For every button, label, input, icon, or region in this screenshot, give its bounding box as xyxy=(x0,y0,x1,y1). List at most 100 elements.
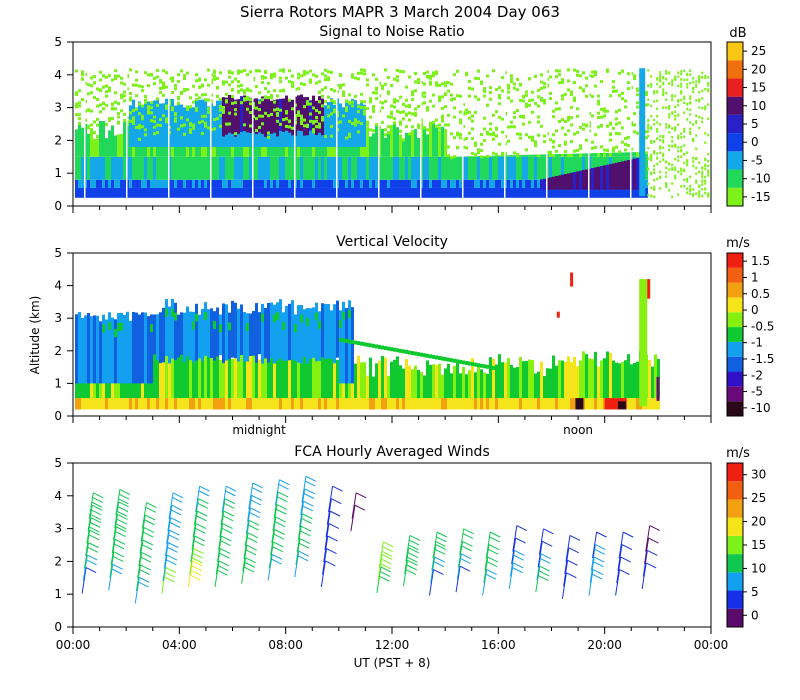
velocity-cell xyxy=(540,398,543,410)
wind-barb-flag xyxy=(221,527,233,534)
snr-cell xyxy=(174,119,177,123)
velocity-cell xyxy=(477,363,480,368)
wind-barb-staff xyxy=(402,560,408,587)
velocity-cell xyxy=(351,339,354,344)
wind-barb-flag xyxy=(328,523,340,530)
snr-cell xyxy=(324,100,327,104)
snr-cell xyxy=(273,100,276,104)
wind-barb-flag xyxy=(117,513,128,520)
snr-cell xyxy=(701,117,704,120)
velocity-colorbar-swatch xyxy=(727,341,743,357)
snr-cell xyxy=(659,71,662,74)
snr-cell xyxy=(132,116,135,120)
snr-cell xyxy=(659,123,662,126)
snr-cell xyxy=(707,159,710,163)
wind-barb-flag xyxy=(620,556,631,563)
snr-cell xyxy=(662,140,665,144)
snr-cell xyxy=(474,141,477,145)
snr-cell xyxy=(333,89,336,93)
snr-cell xyxy=(315,179,318,188)
velocity-cell xyxy=(525,398,528,410)
snr-cell xyxy=(480,187,483,198)
snr-cell xyxy=(267,81,270,85)
snr-cell xyxy=(468,179,471,188)
velocity-cell xyxy=(417,398,420,410)
snr-cell xyxy=(591,187,594,198)
snr-cell xyxy=(534,140,537,144)
snr-cell xyxy=(695,121,698,124)
snr-cell xyxy=(561,118,564,122)
snr-cell xyxy=(330,156,333,180)
snr-cell xyxy=(372,187,375,198)
velocity-cell xyxy=(468,398,471,410)
wind-barb-flag xyxy=(191,565,202,572)
velocity-cell xyxy=(108,312,111,384)
snr-cell xyxy=(162,179,165,188)
snr-cell xyxy=(627,81,630,85)
snr-cell xyxy=(399,187,402,198)
velocity-cell xyxy=(279,398,282,410)
snr-cell xyxy=(207,68,210,72)
winds-colorbar-label: 30 xyxy=(751,468,766,482)
snr-cell xyxy=(171,99,174,147)
velocity-cell xyxy=(207,309,210,358)
snr-cell xyxy=(653,171,656,175)
snr-cell xyxy=(213,106,216,147)
snr-cell xyxy=(423,129,426,157)
snr-cell xyxy=(522,122,525,126)
snr-cell xyxy=(468,110,471,114)
snr-cell xyxy=(135,78,138,82)
snr-cell xyxy=(135,94,138,98)
velocity-cell xyxy=(249,313,252,356)
snr-cell xyxy=(123,94,126,98)
snr-cell xyxy=(674,157,677,161)
snr-cell xyxy=(102,107,105,111)
velocity-cell xyxy=(483,364,486,369)
velocity-cell xyxy=(447,363,450,399)
snr-cell xyxy=(695,172,698,176)
snr-cell xyxy=(653,178,656,182)
velocity-cell xyxy=(135,312,138,384)
snr-cell xyxy=(138,123,141,127)
velocity-cell xyxy=(575,398,584,410)
velocity-cell xyxy=(186,306,189,357)
velocity-cell xyxy=(357,341,360,346)
wind-barb-staff xyxy=(456,553,462,580)
snr-cell xyxy=(683,111,686,114)
velocity-cell xyxy=(390,361,393,399)
wind-barb-flag xyxy=(408,539,420,546)
snr-cell xyxy=(174,156,177,180)
snr-cell xyxy=(231,80,234,84)
snr-cell xyxy=(677,114,680,117)
snr-cell xyxy=(267,187,270,198)
snr-cell xyxy=(468,131,471,135)
velocity-cell xyxy=(489,357,492,399)
snr-cell xyxy=(498,187,501,198)
snr-cell xyxy=(659,79,662,83)
snr-cell xyxy=(609,164,612,190)
snr-cell xyxy=(516,156,519,180)
wind-barb-staff xyxy=(641,562,647,590)
snr-cell xyxy=(653,188,656,191)
snr-cell xyxy=(213,69,216,73)
velocity-colorbar-label: -1.5 xyxy=(751,352,774,366)
wind-barb-flag xyxy=(380,563,391,570)
snr-cell xyxy=(516,88,519,92)
snr-cell xyxy=(444,156,447,180)
wind-barb-staff xyxy=(616,556,622,584)
snr-cell xyxy=(114,74,117,78)
snr-cell xyxy=(618,121,621,125)
velocity-cell xyxy=(474,398,477,410)
snr-cell xyxy=(636,105,639,109)
snr-cell xyxy=(600,166,603,190)
snr-cell xyxy=(429,156,432,180)
snr-colorbar-label: 20 xyxy=(751,62,766,76)
velocity-cell xyxy=(162,307,165,363)
snr-cell xyxy=(516,132,519,136)
wind-barb-flag xyxy=(486,561,498,568)
wind-barb-flag xyxy=(146,502,157,509)
velocity-cell xyxy=(306,398,309,410)
velocity-cell xyxy=(360,341,363,346)
wind-barb-flag xyxy=(192,560,203,567)
snr-cell xyxy=(692,188,695,191)
